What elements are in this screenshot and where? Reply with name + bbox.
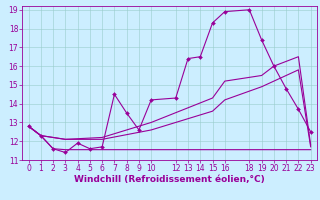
X-axis label: Windchill (Refroidissement éolien,°C): Windchill (Refroidissement éolien,°C) (74, 175, 265, 184)
